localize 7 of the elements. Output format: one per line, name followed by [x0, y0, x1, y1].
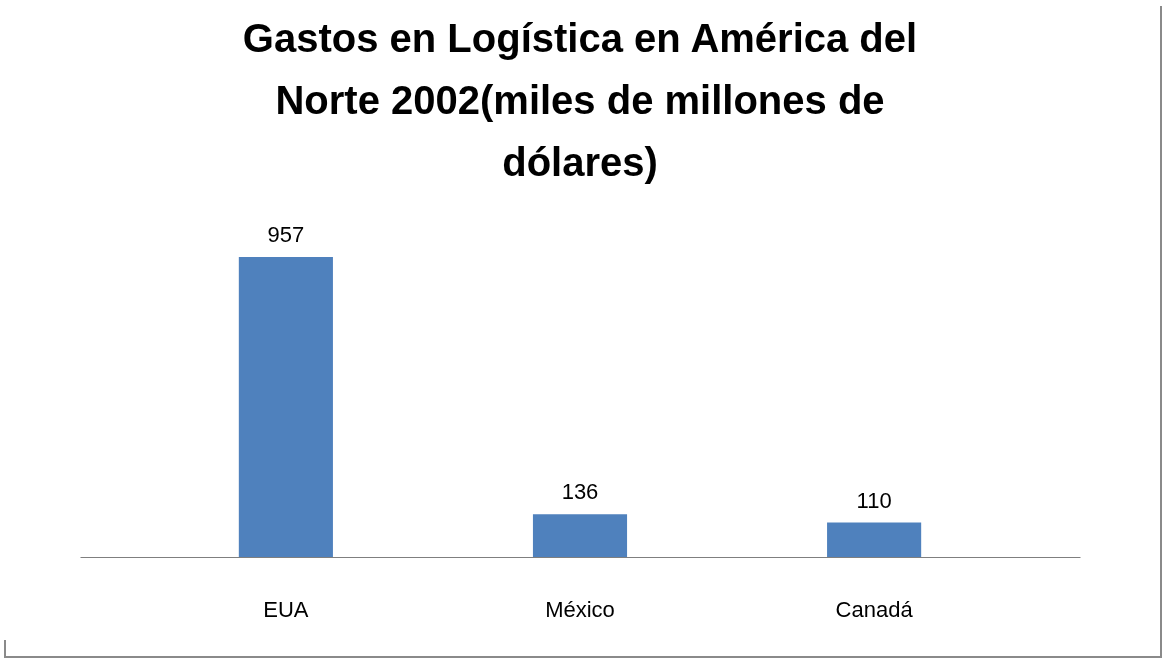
x-tick-label: México: [545, 596, 615, 622]
chart-title: Gastos en Logística en América del Norte 2002(miles de millones de dólares): [242, 16, 918, 184]
x-tick-label: EUA: [263, 596, 309, 622]
data-label: 110: [856, 487, 892, 513]
data-label: 957: [267, 222, 305, 247]
x-tick-label: Canadá: [835, 596, 914, 622]
data-label: 136: [561, 479, 599, 505]
